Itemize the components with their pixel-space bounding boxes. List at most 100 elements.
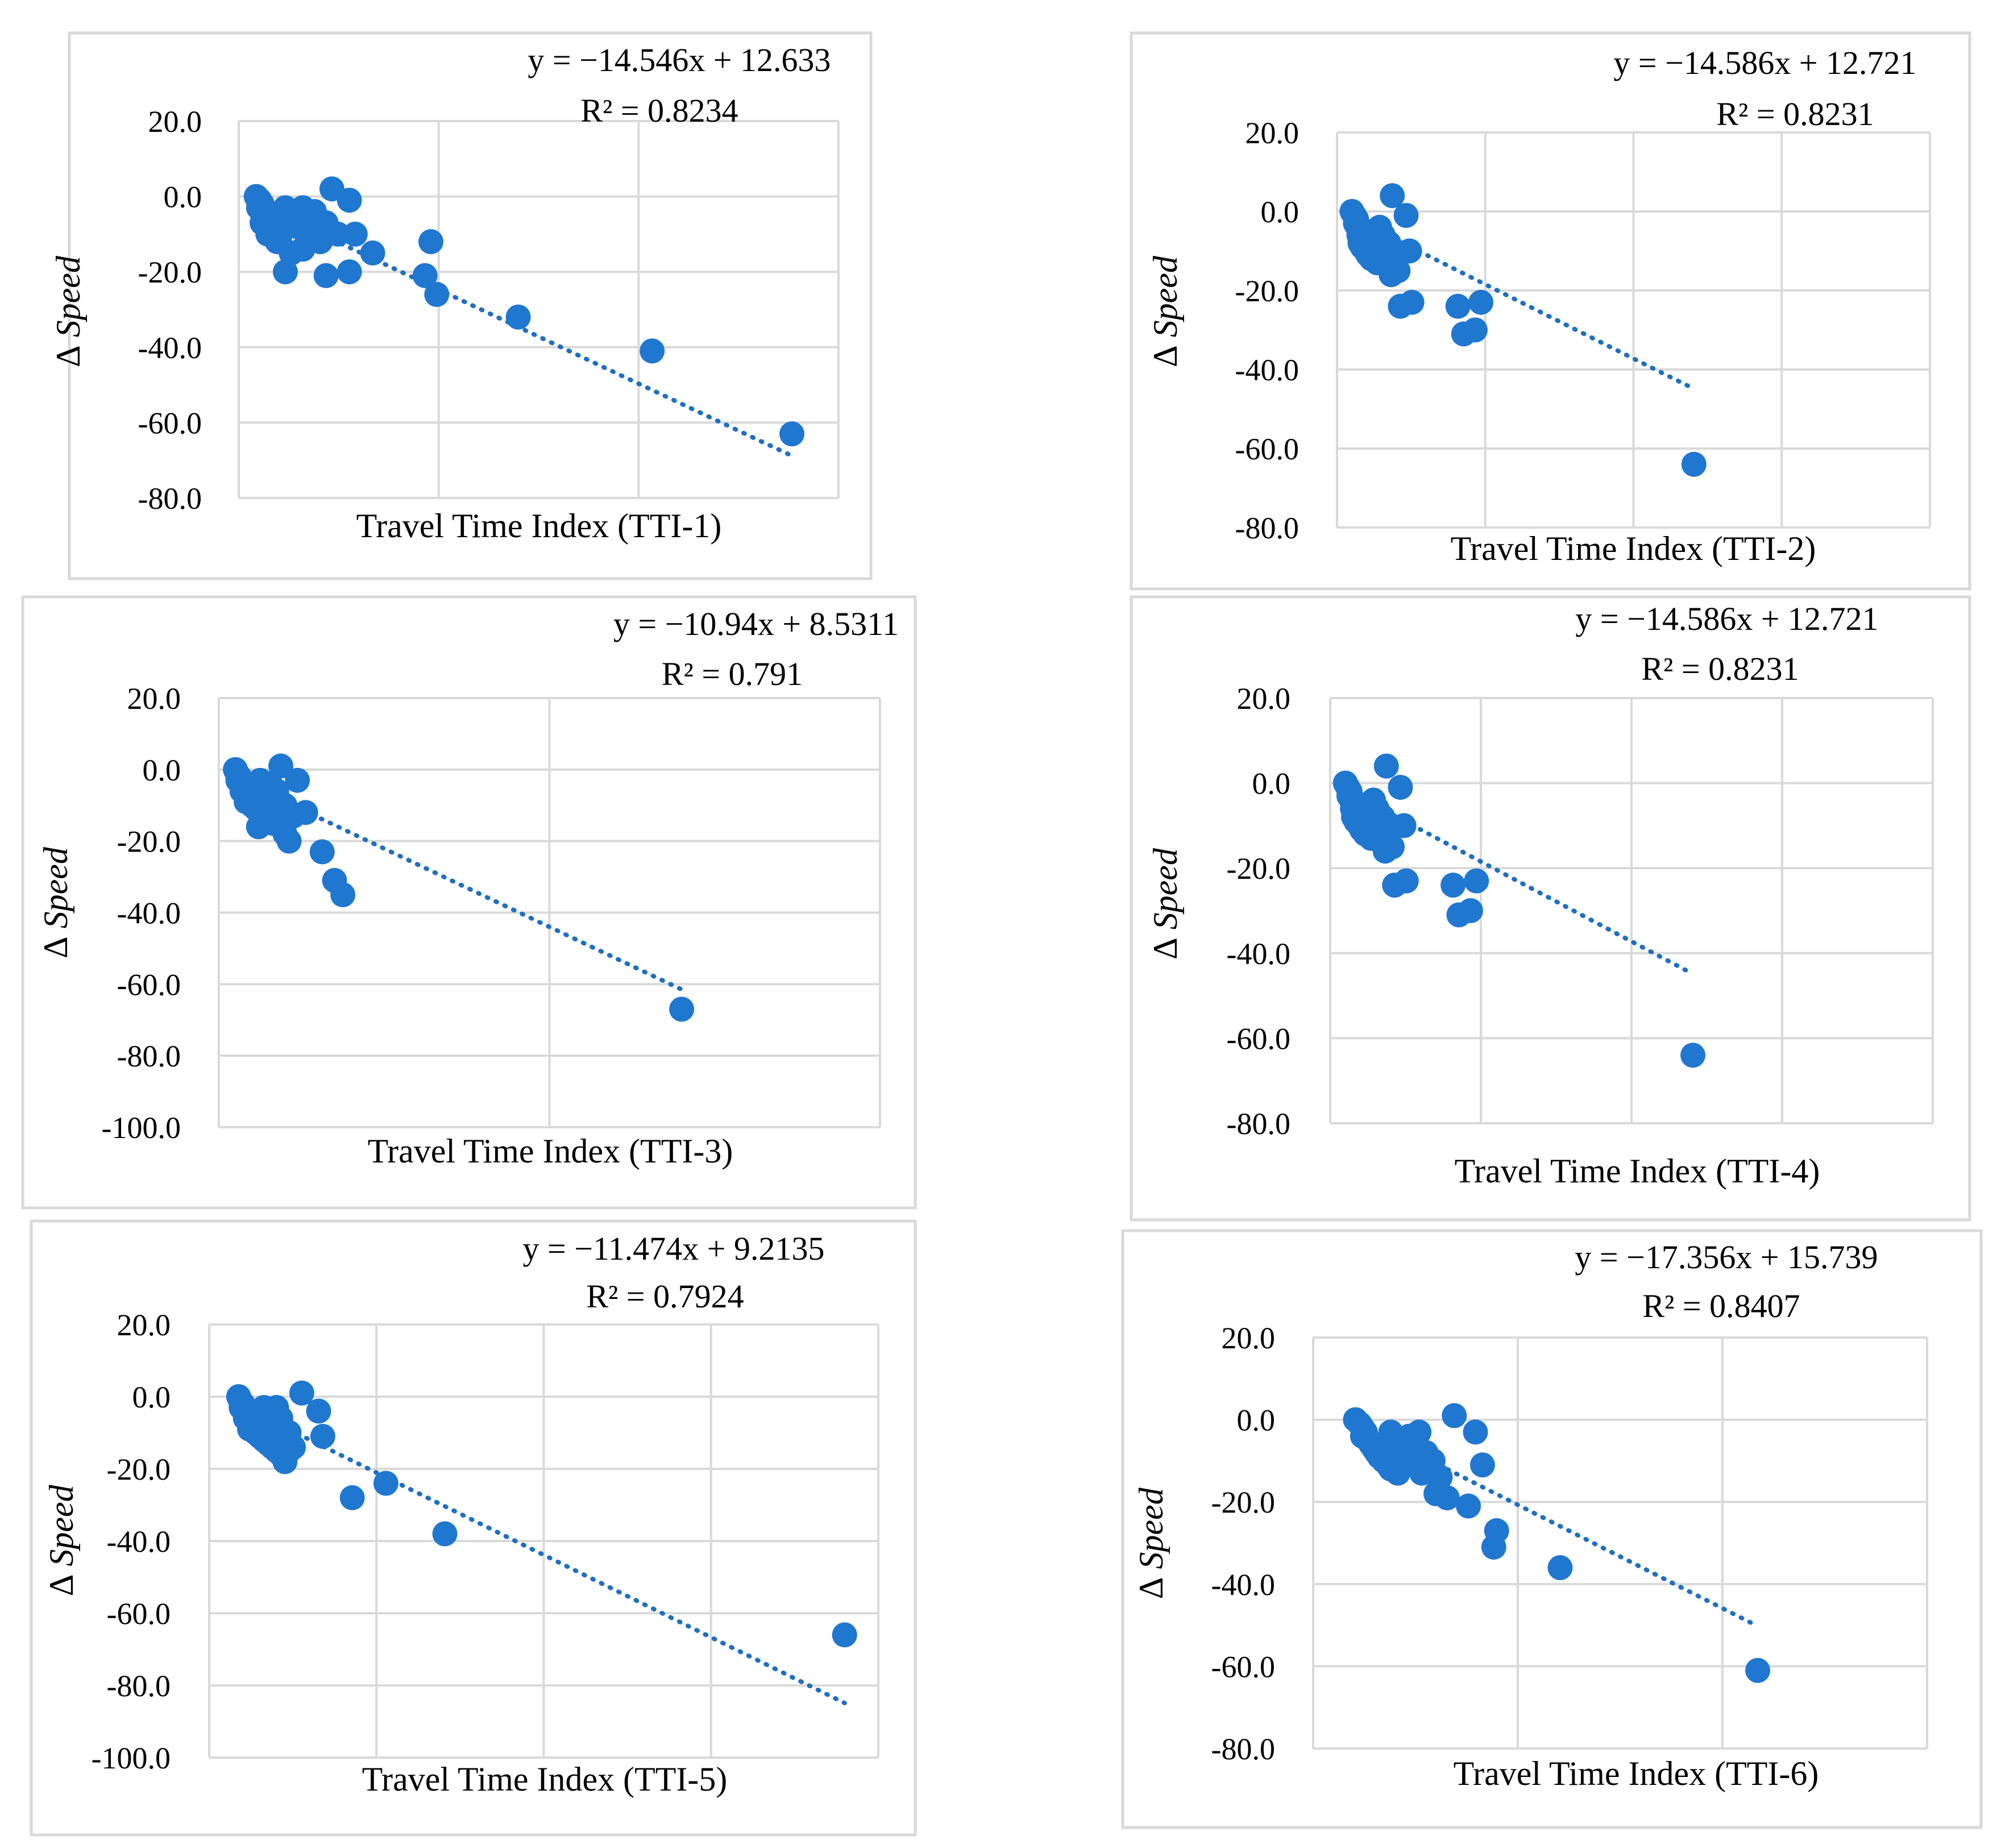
data-point [1393, 868, 1419, 894]
chart-panel-2: 20.0 0.0 -20.0 -40.0 -60.0 -80.0 y = −14.586x … [1130, 31, 1971, 591]
r-squared: R² = 0.8407 [1642, 1288, 1800, 1324]
x-axis-label: Travel Time Index (TTI-6) [1454, 1755, 1819, 1792]
y-axis-symbol: Δ [49, 345, 87, 367]
chart-frame [68, 31, 873, 580]
y-tick-label: -60.0 [1227, 1021, 1290, 1056]
data-point [373, 1471, 398, 1496]
data-points [226, 1380, 857, 1648]
data-point [1378, 1419, 1404, 1445]
data-point [1547, 1555, 1573, 1580]
data-point [342, 221, 368, 247]
data-point [276, 828, 302, 854]
gridlines [1329, 697, 1934, 1124]
trend-equation: y = −11.474x + 9.2135 [523, 1230, 825, 1267]
data-point [1680, 1043, 1706, 1068]
y-axis-word: Speed [1147, 848, 1184, 929]
chart-frame [1121, 1229, 1983, 1829]
y-axis-word: Speed [49, 255, 87, 337]
data-point [1440, 873, 1466, 898]
y-axis-symbol: Δ [37, 936, 74, 958]
data-points [1343, 1403, 1771, 1683]
y-tick-label: -100.0 [102, 1111, 181, 1145]
trend-equation: y = −14.586x + 12.721 [1613, 44, 1916, 81]
data-point [1463, 1419, 1488, 1445]
data-point [1458, 898, 1483, 923]
y-tick-label: 0.0 [1252, 767, 1291, 801]
chart-panel-5: 20.0 0.0 -20.0 -40.0 -60.0 -80.0 -100.0 y = −11… [30, 1219, 917, 1837]
y-tick-label: -40.0 [107, 1525, 171, 1559]
r-squared: R² = 0.8231 [1641, 650, 1799, 687]
y-tick-label: -40.0 [1211, 1568, 1275, 1602]
data-point [268, 753, 294, 779]
y-axis-word: Speed [37, 846, 74, 928]
x-axis-label: Travel Time Index (TTI-1) [356, 507, 722, 545]
y-tick-label: -60.0 [117, 967, 181, 1002]
data-point [1445, 293, 1471, 319]
y-tick-label: -40.0 [117, 896, 181, 931]
chart-frame [1130, 31, 1971, 591]
data-point [418, 229, 444, 255]
data-point [1353, 218, 1379, 244]
y-tick-label: -20.0 [117, 825, 181, 859]
data-point [779, 421, 805, 447]
y-tick-label: 0.0 [132, 1380, 171, 1414]
data-point [285, 767, 310, 793]
r-squared: R² = 0.7924 [586, 1278, 744, 1315]
y-tick-label: -20.0 [107, 1452, 171, 1486]
data-point [279, 240, 304, 266]
y-axis-label: Δ Speed [1147, 255, 1184, 367]
data-point [339, 1485, 365, 1510]
y-axis-word: Speed [1147, 255, 1184, 337]
y-tick-label: -40.0 [1235, 353, 1299, 387]
y-tick-label: -80.0 [107, 1669, 171, 1703]
gridlines [1336, 131, 1931, 529]
gridlines [218, 697, 881, 1128]
y-tick-label: -60.0 [1211, 1650, 1275, 1684]
data-point [243, 1406, 268, 1431]
y-tick-label: -20.0 [1227, 852, 1290, 886]
data-point [1456, 1493, 1481, 1519]
data-point [1442, 1403, 1467, 1428]
data-point [272, 259, 298, 285]
y-axis-symbol: Δ [1147, 937, 1184, 960]
y-axis-label: Δ Speed [37, 846, 74, 958]
y-tick-label: -80.0 [1211, 1732, 1275, 1766]
x-axis-label: Travel Time Index (TTI-5) [362, 1760, 728, 1798]
y-axis-word: Speed [43, 1484, 80, 1566]
data-point [306, 1398, 331, 1424]
y-tick-label: -80.0 [138, 481, 202, 516]
y-tick-label: -60.0 [107, 1597, 171, 1631]
y-tick-label: -20.0 [138, 255, 202, 289]
y-axis-label: Δ Speed [43, 1484, 80, 1596]
trendline [234, 1401, 847, 1705]
y-tick-label: -80.0 [117, 1039, 181, 1073]
y-tick-label: -100.0 [92, 1741, 171, 1775]
data-point [1399, 289, 1425, 315]
y-tick-label: -60.0 [1235, 432, 1299, 466]
data-point [239, 778, 265, 804]
trendline [1347, 214, 1696, 392]
data-point [1681, 451, 1707, 477]
y-tick-label: 20.0 [1222, 1321, 1276, 1355]
data-point [1463, 317, 1488, 343]
data-point [267, 202, 292, 228]
y-axis-word: Speed [1132, 1487, 1170, 1569]
x-axis-label: Travel Time Index (TTI-2) [1451, 530, 1816, 567]
data-point [640, 338, 665, 364]
trend-equation: y = −14.586x + 12.721 [1575, 600, 1878, 637]
y-tick-label: 20.0 [1237, 682, 1291, 716]
data-point [1347, 792, 1372, 817]
y-tick-label: -40.0 [138, 331, 202, 365]
data-point [1380, 834, 1405, 859]
data-point [412, 263, 438, 288]
y-tick-label: 20.0 [117, 1308, 171, 1342]
chart-panel-3: 20.0 0.0 -20.0 -40.0 -60.0 -80.0 -100.0 y = −10… [21, 595, 917, 1210]
y-axis-label: Δ Speed [49, 255, 87, 367]
y-axis-label: Δ Speed [1147, 848, 1184, 960]
y-tick-label: -60.0 [138, 406, 202, 440]
y-tick-label: -40.0 [1227, 937, 1290, 971]
chart-frame [1130, 595, 1971, 1222]
chart-panel-4: 20.0 0.0 -20.0 -40.0 -60.0 -80.0 y = −14.586x … [1130, 595, 1971, 1222]
y-axis-label: Δ Speed [1132, 1487, 1170, 1599]
